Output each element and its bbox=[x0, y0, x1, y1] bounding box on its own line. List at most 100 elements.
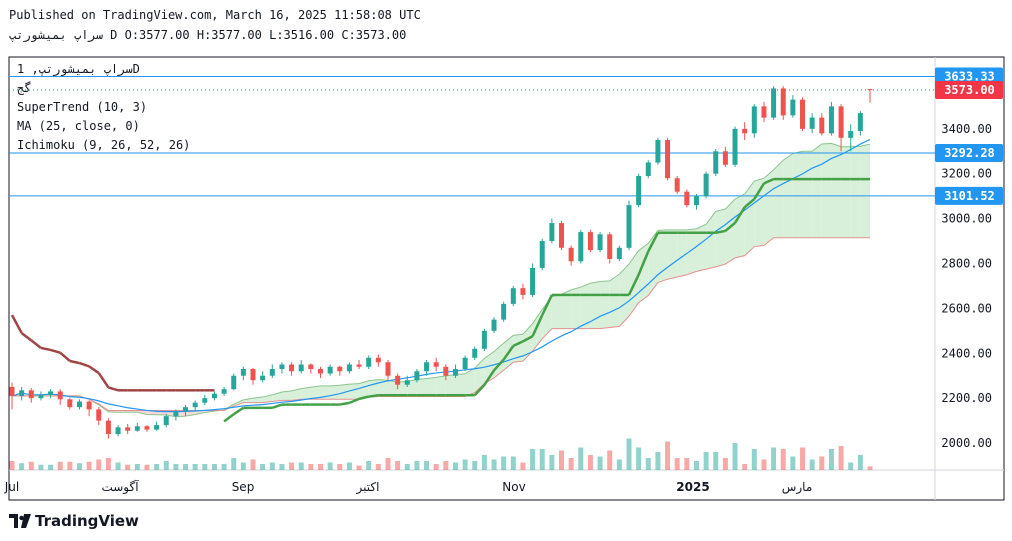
volume-bar bbox=[626, 438, 632, 470]
supertrend-segment bbox=[40, 346, 51, 352]
price-chart[interactable]: 2000.00 2200.00 2400.00 2600.00 2800.00 3000.… bbox=[0, 0, 1012, 510]
volume-bar bbox=[597, 456, 603, 470]
volume-bar bbox=[250, 459, 256, 470]
volume-bar bbox=[780, 449, 786, 470]
candle-body bbox=[231, 375, 237, 390]
volume-bar bbox=[96, 459, 102, 470]
candle bbox=[771, 86, 777, 120]
candle bbox=[501, 301, 507, 322]
candle-body bbox=[800, 99, 806, 129]
volume-bar bbox=[674, 458, 680, 470]
volume-bar bbox=[57, 461, 63, 470]
legend-ma[interactable]: MA (25, close, 0) bbox=[17, 119, 140, 133]
cloud-segment bbox=[243, 398, 254, 403]
legend-symbol[interactable]: سراپ بمیشورتپ, 1D bbox=[17, 62, 140, 76]
candle bbox=[9, 382, 15, 410]
candle bbox=[722, 146, 728, 167]
cloud-segment bbox=[455, 373, 466, 397]
candle-body bbox=[857, 113, 863, 132]
volume-bar bbox=[848, 462, 854, 470]
candle bbox=[838, 104, 844, 152]
volume-bar bbox=[211, 464, 217, 470]
supertrend-segment bbox=[724, 221, 736, 232]
candle bbox=[761, 101, 767, 123]
ohlc-line: سراپ بمیشورتپ D O:3577.00 H:3577.00 L:35… bbox=[9, 28, 407, 42]
candle-body bbox=[713, 151, 719, 174]
candle-body bbox=[385, 362, 391, 376]
volume-bar bbox=[154, 464, 160, 470]
candle bbox=[809, 113, 815, 134]
candle-body bbox=[809, 117, 815, 129]
hline-label-bg bbox=[935, 67, 1003, 86]
candle bbox=[819, 113, 825, 136]
price-labels: 3633.33 3292.28 3101.52 3573.00 bbox=[935, 67, 1003, 205]
candle bbox=[279, 362, 285, 374]
supertrend-line bbox=[10, 177, 870, 423]
candle-body bbox=[173, 411, 179, 417]
volume-bar bbox=[684, 458, 690, 470]
candle-body bbox=[105, 420, 111, 435]
volume-bar bbox=[19, 463, 25, 470]
volume-bar bbox=[385, 458, 391, 470]
moving-average bbox=[11, 138, 871, 413]
candle-body bbox=[327, 366, 333, 374]
candle-body bbox=[443, 366, 449, 376]
volume-bar bbox=[530, 449, 536, 470]
candle-body bbox=[636, 175, 642, 206]
volume-bar bbox=[790, 456, 796, 470]
tradingview-logo[interactable]: TradingView bbox=[9, 512, 139, 530]
volume-bar bbox=[587, 455, 593, 470]
candle bbox=[607, 232, 613, 264]
cloud-segment bbox=[474, 358, 485, 393]
cloud-segment bbox=[841, 146, 851, 238]
candle-body bbox=[356, 364, 362, 367]
hline-label-bg bbox=[935, 186, 1003, 205]
candle bbox=[144, 425, 150, 432]
volume-bar bbox=[28, 461, 34, 470]
candle bbox=[848, 124, 854, 152]
supertrend-segment bbox=[743, 198, 756, 209]
volume-bar bbox=[404, 464, 410, 470]
volume-bar bbox=[732, 443, 738, 470]
candle-body bbox=[308, 364, 314, 369]
legend-market: گج bbox=[17, 81, 32, 95]
candle bbox=[154, 421, 160, 431]
horizontal-lines bbox=[9, 75, 1004, 197]
volume-bar bbox=[645, 458, 651, 470]
x-tick-label: مارس bbox=[782, 480, 813, 495]
cloud-segment bbox=[416, 378, 427, 397]
candle bbox=[636, 173, 642, 208]
candle bbox=[240, 366, 246, 381]
volume-bar bbox=[67, 461, 73, 470]
volume-bar bbox=[703, 452, 709, 470]
candle-body bbox=[395, 375, 401, 385]
cloud-segment bbox=[773, 160, 784, 238]
candle bbox=[674, 175, 680, 194]
volume-bar bbox=[192, 464, 198, 470]
cloud-segment bbox=[667, 229, 678, 280]
candle bbox=[327, 364, 333, 376]
volume-bar bbox=[337, 464, 343, 470]
legend-supertrend[interactable]: SuperTrend (10, 3) bbox=[17, 100, 148, 114]
candle-body bbox=[192, 402, 198, 408]
candle-body bbox=[732, 128, 738, 165]
candle-body bbox=[337, 366, 343, 372]
cloud-segment bbox=[735, 193, 745, 258]
candle bbox=[828, 101, 834, 136]
supertrend-segment bbox=[522, 335, 534, 343]
volume-bar bbox=[9, 461, 15, 470]
candle-body bbox=[549, 223, 555, 242]
supertrend-segment bbox=[339, 401, 350, 406]
chart-frame bbox=[8, 56, 1005, 501]
tradingview-logo-icon bbox=[9, 514, 31, 528]
candle bbox=[626, 200, 632, 251]
cloud-segment bbox=[763, 169, 774, 246]
supertrend-segment bbox=[493, 358, 505, 372]
volume-bar bbox=[38, 464, 44, 470]
candle-body bbox=[48, 391, 54, 395]
hline-label: 3292.28 bbox=[944, 146, 995, 160]
legend-ichimoku[interactable]: Ichimoku (9, 26, 52, 26) bbox=[17, 138, 191, 152]
volume-bar bbox=[134, 464, 140, 470]
candle bbox=[462, 355, 468, 372]
volume-bar bbox=[828, 449, 834, 470]
